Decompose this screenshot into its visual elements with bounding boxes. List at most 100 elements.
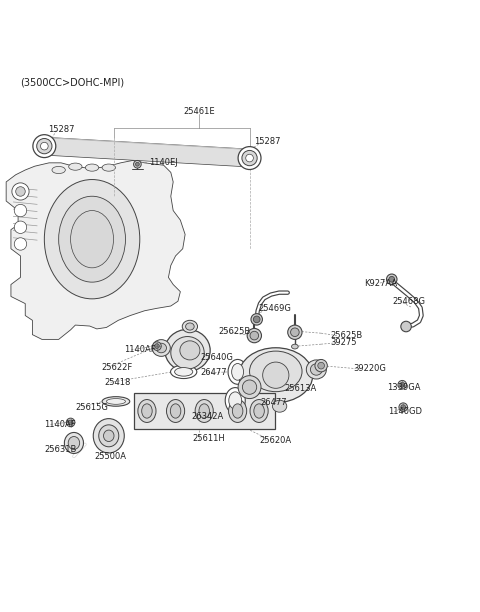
Ellipse shape	[44, 179, 140, 299]
Circle shape	[135, 162, 139, 166]
Circle shape	[399, 403, 408, 411]
Text: 15287: 15287	[48, 125, 75, 134]
Ellipse shape	[165, 329, 210, 371]
Text: 25613A: 25613A	[284, 384, 316, 392]
Text: 25469G: 25469G	[258, 304, 291, 313]
Circle shape	[290, 328, 299, 337]
Ellipse shape	[238, 376, 261, 398]
Ellipse shape	[64, 433, 84, 453]
Circle shape	[401, 321, 411, 332]
Ellipse shape	[306, 360, 326, 379]
Text: 1140AF: 1140AF	[44, 420, 76, 429]
Ellipse shape	[250, 400, 268, 422]
Ellipse shape	[59, 196, 125, 282]
Text: K927AA: K927AA	[364, 278, 397, 288]
Ellipse shape	[152, 340, 170, 356]
Circle shape	[153, 341, 161, 351]
Circle shape	[16, 187, 25, 196]
Ellipse shape	[311, 364, 323, 375]
Ellipse shape	[229, 392, 241, 409]
Ellipse shape	[102, 164, 116, 171]
Circle shape	[36, 138, 52, 154]
Text: 25625B: 25625B	[331, 331, 363, 340]
Polygon shape	[44, 138, 250, 166]
Text: 25631B: 25631B	[44, 445, 77, 453]
Circle shape	[14, 221, 27, 233]
Ellipse shape	[102, 397, 130, 406]
Circle shape	[389, 277, 395, 282]
Ellipse shape	[99, 425, 119, 447]
Text: 25500A: 25500A	[95, 452, 126, 461]
Circle shape	[155, 344, 159, 348]
Ellipse shape	[263, 362, 289, 389]
Text: 15287: 15287	[254, 137, 281, 146]
Circle shape	[250, 331, 259, 340]
Bar	[134, 393, 275, 429]
Ellipse shape	[167, 400, 185, 422]
Text: 25640G: 25640G	[201, 353, 234, 362]
Ellipse shape	[138, 400, 156, 422]
Text: 39220G: 39220G	[354, 365, 386, 373]
Text: 25625B: 25625B	[218, 327, 251, 336]
Ellipse shape	[156, 343, 167, 353]
Circle shape	[315, 359, 327, 372]
Text: (3500CC>DOHC-MPI): (3500CC>DOHC-MPI)	[21, 78, 125, 88]
Ellipse shape	[182, 320, 198, 333]
Text: 25611H: 25611H	[192, 434, 225, 443]
Text: 1140GD: 1140GD	[388, 408, 422, 416]
Text: 25622F: 25622F	[102, 362, 133, 371]
Ellipse shape	[142, 404, 152, 418]
Text: 25461E: 25461E	[184, 106, 215, 116]
Circle shape	[14, 204, 27, 217]
Ellipse shape	[68, 436, 80, 449]
Ellipse shape	[85, 164, 99, 171]
Text: 1140AF: 1140AF	[124, 345, 156, 354]
Ellipse shape	[52, 166, 65, 174]
Circle shape	[247, 329, 262, 343]
Text: 26477: 26477	[201, 368, 228, 378]
Ellipse shape	[171, 337, 204, 369]
Ellipse shape	[291, 344, 298, 349]
Text: 39275: 39275	[331, 338, 357, 347]
Circle shape	[40, 143, 48, 150]
Circle shape	[251, 313, 263, 325]
Circle shape	[12, 183, 29, 200]
Ellipse shape	[71, 211, 114, 268]
Ellipse shape	[175, 368, 193, 376]
Circle shape	[288, 325, 302, 340]
Ellipse shape	[199, 404, 209, 418]
Ellipse shape	[93, 419, 124, 453]
Circle shape	[14, 237, 27, 250]
Ellipse shape	[228, 400, 247, 422]
Ellipse shape	[242, 380, 257, 394]
Ellipse shape	[254, 404, 264, 418]
Ellipse shape	[170, 365, 197, 379]
Circle shape	[401, 405, 406, 409]
Ellipse shape	[232, 404, 243, 418]
Circle shape	[242, 151, 257, 166]
Circle shape	[386, 274, 397, 285]
Ellipse shape	[186, 323, 194, 330]
Circle shape	[66, 418, 75, 427]
Circle shape	[68, 420, 73, 425]
Ellipse shape	[273, 400, 287, 412]
Ellipse shape	[69, 163, 82, 170]
Text: 25620A: 25620A	[259, 436, 291, 445]
Circle shape	[33, 135, 56, 157]
Circle shape	[400, 382, 405, 387]
Text: 1339GA: 1339GA	[387, 382, 420, 392]
Circle shape	[238, 147, 261, 170]
Text: 26342A: 26342A	[192, 412, 224, 421]
Ellipse shape	[107, 398, 125, 405]
Text: 25468G: 25468G	[393, 297, 426, 306]
Text: 25418: 25418	[104, 378, 131, 387]
Ellipse shape	[170, 404, 181, 418]
Circle shape	[398, 381, 407, 389]
Polygon shape	[6, 160, 185, 340]
Circle shape	[318, 362, 324, 369]
Circle shape	[246, 154, 253, 162]
Text: 26477: 26477	[260, 398, 287, 407]
Text: 25615G: 25615G	[75, 403, 108, 412]
Ellipse shape	[228, 359, 247, 384]
Ellipse shape	[225, 387, 245, 413]
